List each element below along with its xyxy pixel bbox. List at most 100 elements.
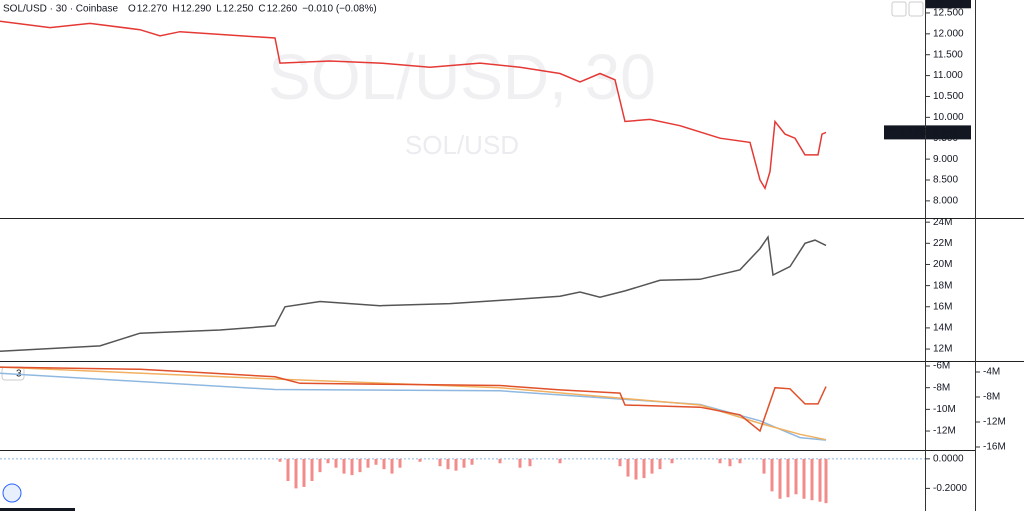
y-tick-label: 14M <box>933 323 952 334</box>
y-tick-label: 12.500 <box>933 8 964 19</box>
bar <box>286 458 290 481</box>
ohlc-key: C <box>258 4 265 15</box>
bar <box>326 458 330 464</box>
last-price-bg <box>926 125 971 140</box>
ohlc-value: 12.260 <box>267 4 298 15</box>
y-tick-label: -6M <box>933 361 950 372</box>
y2-tick-label: -16M <box>983 442 1006 453</box>
bar <box>498 458 502 464</box>
ohlc-key: H <box>172 4 179 15</box>
bar <box>824 458 828 504</box>
ohlc-key: O <box>128 4 136 15</box>
bar <box>718 458 722 464</box>
bar <box>462 458 466 468</box>
bar <box>802 458 806 499</box>
bar <box>398 458 402 468</box>
toolbar[interactable] <box>891 1 924 17</box>
bar <box>618 458 622 467</box>
bar <box>786 458 790 498</box>
y-tick-label: -0.2000 <box>933 483 967 494</box>
y-tick-label: -8M <box>933 382 950 393</box>
download-button[interactable] <box>891 1 907 17</box>
bar <box>518 458 522 468</box>
symbol-tag: SOL/USD <box>887 127 931 138</box>
bar <box>670 458 674 464</box>
bar <box>728 458 732 467</box>
y-tick-label: 12.000 <box>933 28 964 39</box>
bar <box>650 458 654 474</box>
top-label-bg <box>926 0 971 9</box>
ohlc-value: 12.250 <box>223 4 254 15</box>
y-tick-label: -12M <box>933 426 956 437</box>
bar <box>334 458 338 468</box>
series-line <box>0 234 827 352</box>
y-tick-label: 18M <box>933 280 952 291</box>
y-tick-label: 12M <box>933 344 952 355</box>
bar <box>390 458 394 474</box>
bar <box>438 458 442 467</box>
bar <box>470 458 474 465</box>
change: −0.010 (−0.08%) <box>302 4 377 15</box>
bar <box>528 458 532 467</box>
symbol-tag-bg <box>884 125 925 140</box>
bar <box>350 458 354 476</box>
y-tick-label: 24M <box>933 217 952 228</box>
bar <box>454 458 458 471</box>
bar <box>310 458 314 481</box>
y-tick-label: 22M <box>933 238 952 249</box>
ohlc-value: 12.290 <box>181 4 212 15</box>
bar <box>302 458 306 487</box>
bar <box>342 458 346 474</box>
bar <box>658 458 662 470</box>
bar <box>642 458 646 479</box>
bar <box>818 458 822 502</box>
bar <box>366 458 370 468</box>
series-line <box>0 372 827 441</box>
bar <box>810 458 814 501</box>
bottom-strip <box>0 508 75 511</box>
y-tick-label: 8.500 <box>933 175 958 186</box>
y-tick-label: 8.000 <box>933 196 958 207</box>
y-tick-label: 20M <box>933 259 952 270</box>
top-label: 12.779 <box>933 0 964 7</box>
y-tick-label: 16M <box>933 301 952 312</box>
watermark: SOL/USD, 30 <box>268 41 656 113</box>
series-line <box>0 20 827 191</box>
y-tick-label: 11.500 <box>933 49 963 60</box>
last-price: 9.640 <box>933 127 958 138</box>
watermark-sub: SOL/USD <box>405 130 519 160</box>
y2-tick-label: -4M <box>983 367 1000 378</box>
bar <box>762 458 766 474</box>
y2-tick-label: -12M <box>983 417 1006 428</box>
bar <box>634 458 638 480</box>
y-tick-label: 10.500 <box>933 91 964 102</box>
bar <box>770 458 774 492</box>
bar <box>278 458 282 462</box>
ohlc-value: 12.270 <box>137 4 168 15</box>
bar <box>374 458 378 465</box>
ohlc-key: L <box>216 4 222 15</box>
logo[interactable] <box>2 483 22 503</box>
series-line <box>0 366 827 433</box>
y2-tick-label: -8M <box>983 392 1000 403</box>
bar <box>778 458 782 499</box>
bar <box>738 458 742 464</box>
y-tick-label: -10M <box>933 404 956 415</box>
bar <box>558 458 562 464</box>
bar <box>382 458 386 470</box>
y-tick-label: 11.000 <box>933 70 963 81</box>
bar <box>446 458 450 470</box>
y-tick-label: 10.000 <box>933 112 964 123</box>
bar <box>358 458 362 473</box>
bar <box>626 458 630 477</box>
chart-title: SOL/USD · 30 · Coinbase <box>3 4 118 15</box>
series-line <box>0 366 827 441</box>
bar <box>794 458 798 495</box>
fullscreen-button[interactable] <box>908 1 924 17</box>
bar <box>318 458 322 473</box>
y-tick-label: 9.000 <box>933 154 958 165</box>
y-tick-label: 0.0000 <box>933 453 964 464</box>
bar <box>294 458 298 489</box>
